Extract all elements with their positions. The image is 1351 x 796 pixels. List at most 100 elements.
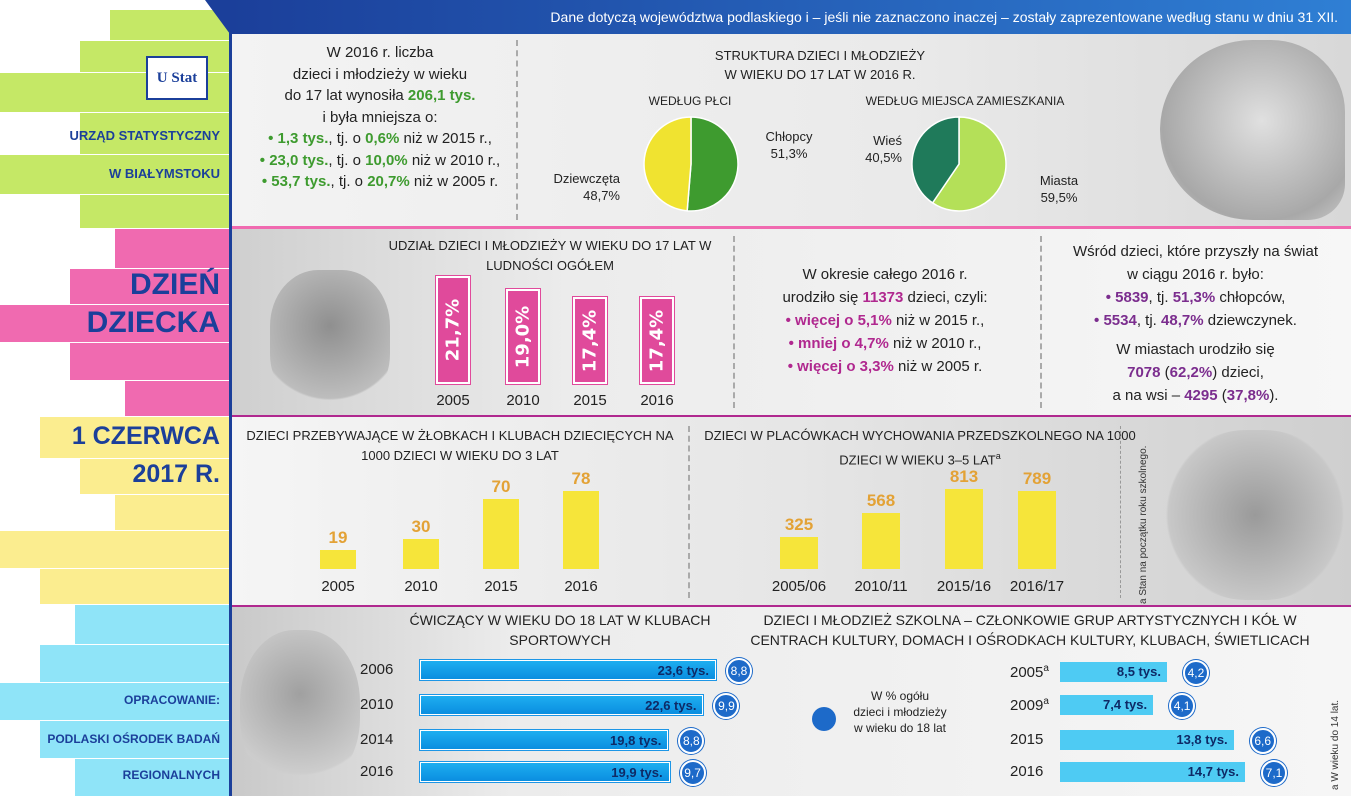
prep-label: OPRACOWANIE: <box>124 693 220 707</box>
bar-share: 19,0% <box>506 289 540 384</box>
header-banner <box>230 0 1351 34</box>
percent-circle: 4,2 <box>1182 660 1209 686</box>
bar-share: 21,7% <box>436 276 470 384</box>
bar-preschool <box>1018 491 1056 569</box>
bar-sports: 23,6 tys. <box>420 660 716 680</box>
percent-circle: 6,6 <box>1249 728 1276 754</box>
child-balls-photo <box>1165 430 1345 600</box>
pie-label-miasta-name: Miasta <box>1039 173 1079 188</box>
pie-label-dziewczeta-name: Dziewczęta <box>553 171 620 186</box>
x-tick-label: 2005 <box>321 578 355 595</box>
bar-preschool <box>945 489 983 569</box>
percent-circle: 7,1 <box>1261 760 1287 786</box>
y-tick-label: 2009a <box>1010 696 1049 714</box>
x-tick-label: 2016 <box>640 392 674 409</box>
y-tick-label: 2015 <box>1010 731 1044 748</box>
pie-label-dziewczeta-value: 48,7% <box>583 188 620 203</box>
x-tick-label: 2015/16 <box>936 578 992 595</box>
y-tick-label: 2006 <box>360 661 394 678</box>
bar-nursery <box>483 499 519 569</box>
title-line2: DZIECKA <box>86 306 220 339</box>
pie-slice-dziewczęta <box>643 116 692 212</box>
preschool-chart-title: DZIECI W PLACÓWKACH WYCHOWANIA PRZEDSZKO… <box>704 428 1136 468</box>
bar-share: 17,4% <box>640 297 674 384</box>
percent-circle: 4,1 <box>1169 693 1196 719</box>
nursery-chart-title: DZIECI PRZEBYWAJĄCE W ŻŁOBKACH I KLUBACH… <box>246 428 674 463</box>
pie-label-miasta-value: 59,5% <box>1040 190 1078 205</box>
percent-circle: 9,9 <box>713 693 740 719</box>
legend-circle-text: W % ogółu dzieci i młodzieży w wieku do … <box>853 689 947 735</box>
intro-text: W 2016 r. liczba dzieci i młodzieży w wi… <box>259 44 501 190</box>
bar-value-label: 789 <box>1022 469 1052 489</box>
pie-place <box>911 116 1007 212</box>
org-name-line1: URZĄD STATYSTYCZNY <box>69 128 220 143</box>
pie-label-miasta: Miasta 59,5% <box>1014 172 1104 206</box>
bar-value-label: 78 <box>571 469 591 488</box>
bar-value-label: 70 <box>491 477 511 496</box>
bar-share: 17,4% <box>573 297 607 384</box>
x-tick-label: 2010 <box>506 392 540 409</box>
newborn-text: Wśród dzieci, które przyszły na świat w … <box>1072 243 1319 404</box>
bar-value-label: 17,4% <box>646 309 668 372</box>
x-tick-label: 2010/11 <box>854 578 908 595</box>
pie-slice-miasta <box>931 116 1007 212</box>
structure-title: STRUKTURA DZIECI I MŁODZIEŻY W WIEKU DO … <box>714 48 926 82</box>
x-tick-label: 2016 <box>564 578 598 595</box>
logo: U Stat <box>146 56 208 100</box>
boy-binoculars-photo <box>270 270 390 410</box>
bar-sports: 19,8 tys. <box>420 730 669 750</box>
pie-label-wies-value: 40,5% <box>865 150 902 165</box>
header-note: Dane dotyczą województwa podlaskiego i –… <box>550 9 1338 25</box>
bar-culture: 8,5 tys. <box>1060 662 1167 682</box>
pie-label-wies-name: Wieś <box>873 133 902 148</box>
x-tick-label: 2005 <box>436 392 470 409</box>
date-line1: 1 CZERWCA <box>71 422 220 450</box>
x-tick-label: 2015 <box>484 578 518 595</box>
footnote-mark: a <box>1043 696 1049 707</box>
percent-circle: 9,7 <box>679 760 706 786</box>
bar-value-label: 568 <box>866 491 896 511</box>
pie-label-wies: Wieś 40,5% <box>812 132 902 166</box>
culture-chart-title: DZIECI I MŁODZIEŻ SZKOLNA – CZŁONKOWIE G… <box>750 612 1310 648</box>
bar-nursery <box>563 491 599 569</box>
pie-slice-chłopcy <box>686 116 739 212</box>
x-tick-label: 2010 <box>404 578 438 595</box>
date-line2: 2017 R. <box>132 460 220 488</box>
footnote-age14: a W wieku do 14 lat. <box>1330 699 1341 790</box>
pie-label-dziewczeta: Dziewczęta 48,7% <box>530 170 620 204</box>
x-tick-label: 2016/17 <box>1009 578 1065 595</box>
bar-nursery <box>320 550 356 569</box>
pie-sex-title: WEDŁUG PŁCI <box>648 94 732 108</box>
bar-value-label: 21,7% <box>442 298 464 362</box>
footnote-mark: a <box>1043 663 1049 674</box>
bar-culture: 14,7 tys. <box>1060 762 1245 782</box>
title-line1: DZIEŃ <box>130 268 220 301</box>
pie-label-chlopcy-value: 51,3% <box>770 146 808 161</box>
legend-circle-icon <box>812 707 836 731</box>
x-tick-label: 2005/06 <box>771 578 827 595</box>
bar-value-label: 325 <box>784 515 814 535</box>
bar-nursery <box>403 539 439 569</box>
share-chart-title: UDZIAŁ DZIECI I MŁODZIEŻY W WIEKU DO 17 … <box>388 238 712 273</box>
prep-line2: REGIONALNYCH <box>122 768 220 782</box>
org-name-line2: W BIAŁYMSTOKU <box>109 166 220 181</box>
y-tick-label: 2005a <box>1010 663 1049 681</box>
bar-sports: 22,6 tys. <box>420 695 704 715</box>
bar-preschool <box>862 513 900 569</box>
percent-circle: 8,8 <box>678 728 705 754</box>
pie-place-title: WEDŁUG MIEJSCA ZAMIESZKANIA <box>865 94 1065 108</box>
bar-value-label: 19,0% <box>512 305 534 368</box>
bar-preschool <box>780 537 818 569</box>
prep-line1: PODLASKI OŚRODEK BADAŃ <box>47 732 220 746</box>
bar-culture: 13,8 tys. <box>1060 730 1234 750</box>
y-tick-label: 2016 <box>1010 763 1044 780</box>
y-tick-label: 2010 <box>360 696 394 713</box>
y-tick-label: 2016 <box>360 763 394 780</box>
pie-label-chlopcy-name: Chłopcy <box>765 129 813 144</box>
title-footnote-mark: a <box>995 451 1001 461</box>
pie-sex <box>643 116 739 212</box>
pie-label-chlopcy: Chłopcy 51,3% <box>744 128 834 162</box>
bar-culture: 7,4 tys. <box>1060 695 1154 715</box>
bar-value-label: 30 <box>411 517 431 536</box>
bar-sports: 19,9 tys. <box>420 762 670 782</box>
